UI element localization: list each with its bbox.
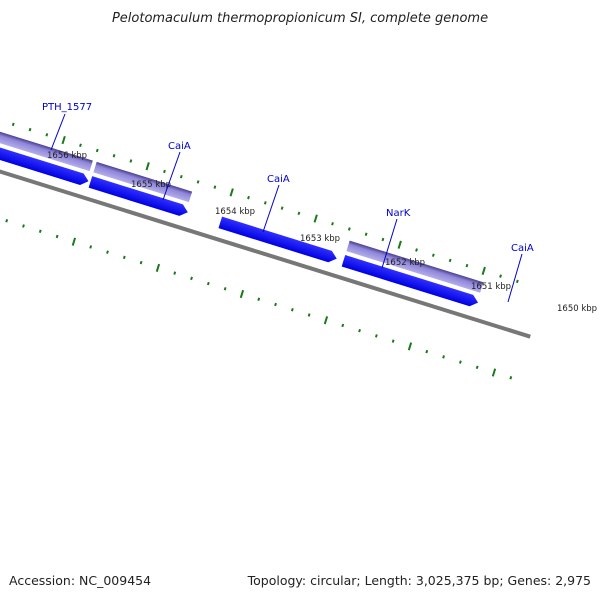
gene-bar-row [0,130,484,293]
minor-tick [297,211,301,216]
minor-tick [263,201,267,205]
minor-tick [11,122,15,127]
scale-label: 1655 kbp [131,180,171,190]
minor-tick [280,206,284,210]
major-tick [145,162,150,171]
genome-track [0,120,531,380]
cds-arrow[interactable] [341,254,480,308]
minor-tick [213,185,217,189]
gene-bar[interactable] [0,130,93,172]
minor-tick [465,263,469,268]
major-tick [61,135,66,145]
major-tick [155,263,161,272]
major-tick [239,289,245,299]
minor-tick [341,323,345,328]
map-title: Pelotomaculum thermopropionicum SI, comp… [112,11,488,26]
genome-backbone [0,120,531,339]
genome-summary-text: Topology: circular; Length: 3,025,375 bp… [247,573,591,588]
gene-leader [162,151,181,201]
minor-tick [22,224,25,228]
minor-tick [475,365,479,370]
cds-arrow[interactable] [88,176,190,218]
minor-tick [391,339,395,343]
major-tick [397,240,402,249]
minor-tick [139,260,143,265]
minor-tick [223,287,227,291]
minor-tick [129,159,133,163]
gene-leader [262,184,280,233]
minor-tick [358,328,361,333]
gene-label-caia[interactable]: CaiA [511,243,534,254]
minor-tick [515,279,519,284]
minor-tick [173,271,177,275]
major-tick [323,316,329,325]
major-tick [313,214,318,223]
minor-tick [442,355,445,359]
scale-label: 1650 kbp [557,304,597,314]
gene-leader [381,218,398,269]
minor-tick [55,234,59,239]
minor-tick [89,245,93,249]
gene-label-caia[interactable]: CaiA [168,141,191,152]
minor-tick [509,376,513,380]
minor-tick [38,229,42,233]
minor-tick [499,274,502,278]
major-tick [491,368,497,377]
inner-tick-row [5,219,513,380]
scale-labels: 1656 kbp 1655 kbp 1654 kbp 1653 kbp 1652… [47,151,597,314]
minor-tick [458,360,462,364]
major-tick [71,237,77,246]
cds-arrow[interactable] [0,145,90,187]
cds-arrow[interactable] [218,216,338,265]
major-tick [481,266,486,276]
minor-tick [5,219,9,223]
minor-tick [415,248,418,252]
minor-tick [425,349,429,354]
minor-tick [45,133,49,137]
gene-labels: PTH_1577 CaiA CaiA NarK CaiA [42,102,534,303]
minor-tick [190,276,193,281]
minor-tick [79,143,82,148]
gene-bar[interactable] [346,240,484,293]
minor-tick [28,127,32,132]
minor-tick [95,148,99,153]
scale-label: 1656 kbp [47,151,87,161]
gene-bar[interactable] [93,161,193,203]
minor-tick [257,297,261,301]
minor-tick [196,180,200,184]
scale-label: 1653 kbp [300,234,340,244]
minor-tick [112,154,116,158]
minor-tick [163,169,166,174]
gene-leader [50,113,66,151]
minor-tick [374,334,378,338]
major-tick [229,188,234,197]
gene-label-caia[interactable]: CaiA [267,174,290,185]
gene-label-nark[interactable]: NarK [386,208,411,219]
minor-tick [247,195,250,200]
scale-label: 1652 kbp [385,258,425,268]
minor-tick [122,255,126,260]
minor-tick [364,232,368,236]
minor-tick [179,174,183,179]
gene-label-pth-1577[interactable]: PTH_1577 [42,102,92,113]
minor-tick [331,222,334,226]
accession-text: Accession: NC_009454 [9,573,151,588]
minor-tick [431,253,435,257]
minor-tick [206,281,210,286]
minor-tick [381,237,385,242]
minor-tick [106,250,109,254]
scale-label: 1654 kbp [215,207,255,217]
outer-tick-row [11,122,519,284]
scale-label: 1651 kbp [471,282,511,292]
gene-leader [507,253,523,303]
major-tick [407,342,413,351]
cds-arrow-row [0,145,480,308]
minor-tick [274,302,277,307]
minor-tick [347,227,351,231]
minor-tick [448,258,452,263]
minor-tick [307,313,311,317]
minor-tick [290,308,294,312]
